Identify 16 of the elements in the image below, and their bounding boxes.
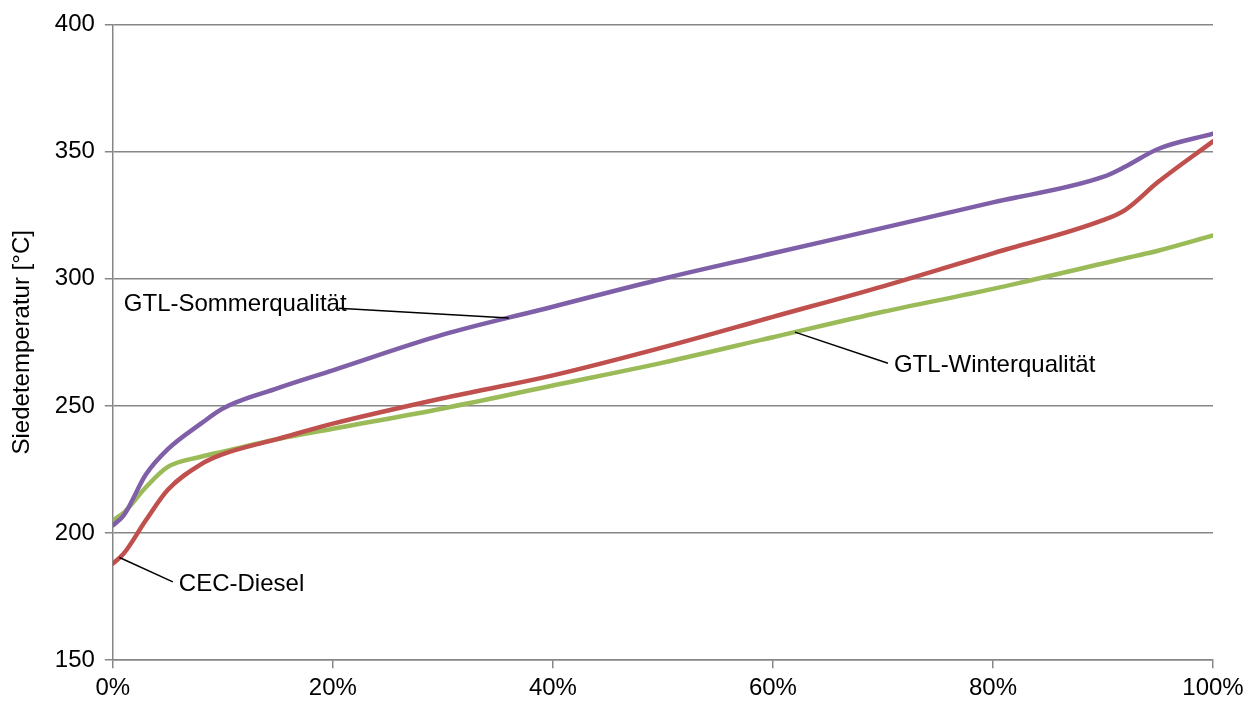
x-tick-label: 80% <box>968 673 1017 701</box>
x-tick-label: 0% <box>95 673 131 701</box>
x-tick-label: 100% <box>1182 673 1244 701</box>
y-tick-label: 200 <box>54 517 95 545</box>
y-tick-label: 350 <box>54 136 95 164</box>
y-tick-label: 150 <box>54 644 95 672</box>
text: CEC-Diesel <box>178 568 305 596</box>
x-tick-label: 40% <box>528 673 577 701</box>
series-label: GTL-Winterqualität <box>893 349 1096 377</box>
y-tick-label: 300 <box>54 263 95 291</box>
x-tick-label: 20% <box>308 673 357 701</box>
y-tick-label: 400 <box>54 9 95 37</box>
series-label: GTL-Sommerqualität <box>123 288 347 316</box>
x-tick-label: 60% <box>748 673 797 701</box>
y-axis-title: Siedetemperatur [°C] <box>7 230 35 455</box>
y-tick-label: 250 <box>54 390 95 418</box>
